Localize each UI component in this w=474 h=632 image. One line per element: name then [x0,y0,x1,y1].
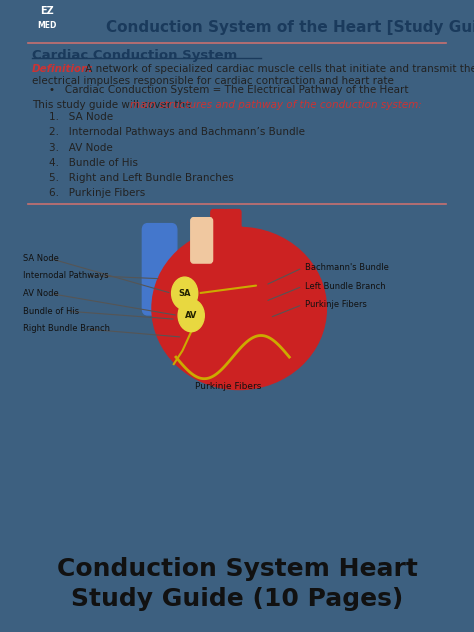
Text: 5.   Right and Left Bundle Branches: 5. Right and Left Bundle Branches [49,173,234,183]
Text: 6.   Purkinje Fibers: 6. Purkinje Fibers [49,188,146,198]
FancyBboxPatch shape [211,210,227,245]
Text: Bachmann's Bundle: Bachmann's Bundle [305,264,389,272]
Text: Purkinje Fibers: Purkinje Fibers [195,382,262,391]
Text: This study guide will cover the: This study guide will cover the [32,100,195,111]
Text: EZ: EZ [40,6,54,16]
Text: Cardiac Conduction System: Cardiac Conduction System [32,49,237,61]
Text: Bundle of His: Bundle of His [23,307,80,315]
Text: SA Node: SA Node [23,253,59,263]
Text: Study Guide (10 Pages): Study Guide (10 Pages) [71,586,403,611]
Text: Conduction System of the Heart [Study Guide]: Conduction System of the Heart [Study Gu… [106,20,474,35]
Text: Definition:: Definition: [32,64,94,74]
Text: Left Bundle Branch: Left Bundle Branch [305,282,385,291]
Text: AV Node: AV Node [23,289,59,298]
Text: MED: MED [37,21,56,30]
Text: 4.   Bundle of His: 4. Bundle of His [49,158,138,167]
Text: 3.   AV Node: 3. AV Node [49,143,113,152]
FancyBboxPatch shape [142,224,177,315]
Ellipse shape [152,228,327,389]
FancyBboxPatch shape [265,281,302,346]
Circle shape [178,300,204,332]
Ellipse shape [196,223,252,261]
Text: 2.   Internodal Pathways and Bachmann’s Bundle: 2. Internodal Pathways and Bachmann’s Bu… [49,128,305,137]
FancyBboxPatch shape [191,217,212,263]
Text: •   Cardiac Conduction System = The Electrical Pathway of the Heart: • Cardiac Conduction System = The Electr… [49,85,409,95]
Text: 1.   SA Node: 1. SA Node [49,112,114,123]
Text: AV: AV [185,311,197,320]
Text: Internodal Pathways: Internodal Pathways [23,271,109,280]
Text: SA: SA [178,289,191,298]
Text: Purkinje Fibers: Purkinje Fibers [305,300,366,309]
Text: A network of specialized cardiac muscle cells that initiate and transmit the: A network of specialized cardiac muscle … [82,64,474,74]
Text: Conduction System Heart: Conduction System Heart [56,557,418,581]
Text: electrical impulses responsible for cardiac contraction and heart rate: electrical impulses responsible for card… [32,76,394,85]
FancyBboxPatch shape [225,210,241,245]
Text: main structures and pathway of the conduction system:: main structures and pathway of the condu… [130,100,422,111]
Text: Right Bundle Branch: Right Bundle Branch [23,324,110,334]
Circle shape [172,277,198,310]
